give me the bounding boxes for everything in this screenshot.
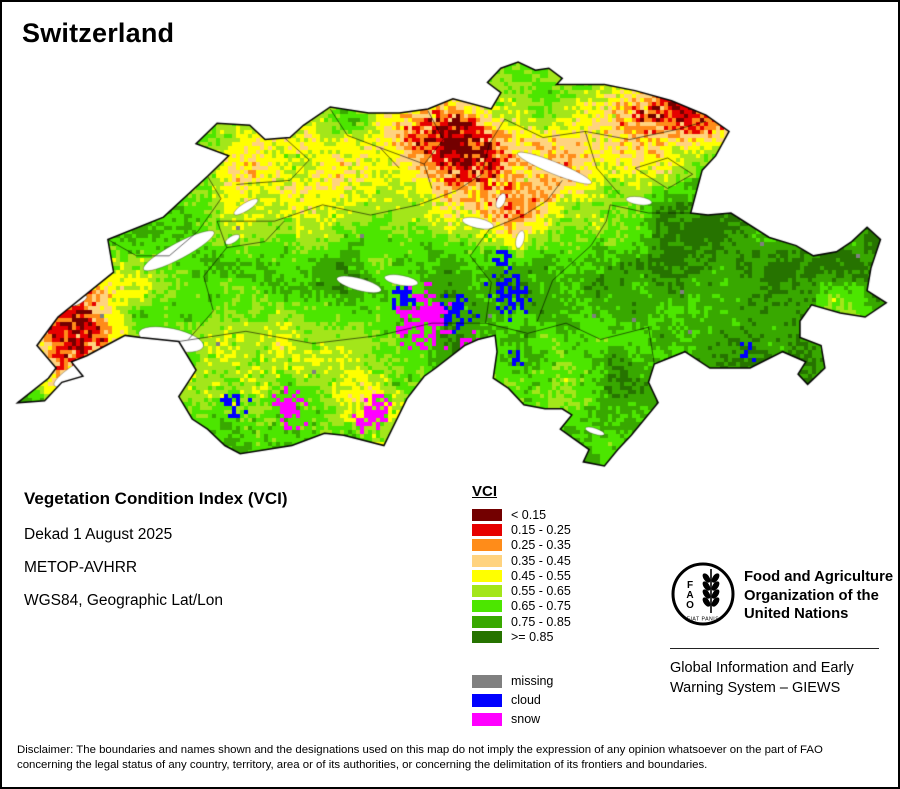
legend-row: snow xyxy=(472,710,571,729)
sensor-label: METOP-AVHRR xyxy=(24,559,138,576)
legend-label: 0.65 - 0.75 xyxy=(511,599,571,614)
legend-label: 0.35 - 0.45 xyxy=(511,553,571,568)
fao-logo-letter-a: A xyxy=(686,590,693,601)
projection-label: WGS84, Geographic Lat/Lon xyxy=(24,592,224,609)
legend-label: snow xyxy=(511,712,541,727)
disclaimer-line: concerning the legal status of any count… xyxy=(17,759,708,772)
legend-label: < 0.15 xyxy=(511,507,547,522)
legend-row: 0.55 - 0.65 xyxy=(472,583,571,598)
legend-row: 0.35 - 0.45 xyxy=(472,553,571,568)
legend-row: cloud xyxy=(472,691,571,710)
fao-logo: F A O FIAT PANIS xyxy=(671,562,735,626)
legend-label: >= 0.85 xyxy=(511,630,554,645)
switzerland-vci-map xyxy=(12,58,892,470)
fao-org-name-line: Food and Agriculture xyxy=(744,569,894,585)
legend-label: missing xyxy=(511,674,554,689)
disclaimer-line: Disclaimer: The boundaries and names sho… xyxy=(17,744,823,756)
legend-swatch xyxy=(472,554,502,567)
giews-label: Global Information and Early Warning Sys… xyxy=(670,658,854,698)
fao-org-name: Food and Agriculture Organization of the… xyxy=(744,568,893,624)
wheat-ear-icon xyxy=(702,569,720,613)
legend-swatch xyxy=(472,508,502,521)
legend-swatch xyxy=(472,631,502,644)
giews-line: Global Information and Early xyxy=(670,660,854,676)
legend-extra-list: missing cloud snow xyxy=(472,672,571,729)
legend-swatch xyxy=(472,674,502,688)
fao-logo-letter-o: O xyxy=(686,600,694,611)
legend-swatch xyxy=(472,523,502,536)
legend-label: 0.55 - 0.65 xyxy=(511,584,571,599)
legend-title: VCI xyxy=(472,483,498,500)
legend-label: cloud xyxy=(511,693,541,708)
legend-label: 0.45 - 0.55 xyxy=(511,568,571,583)
product-name: Vegetation Condition Index (VCI) xyxy=(24,489,288,508)
legend-label: 0.25 - 0.35 xyxy=(511,538,571,553)
legend-label: 0.75 - 0.85 xyxy=(511,614,571,629)
legend-row: < 0.15 xyxy=(472,507,571,522)
legend-class-list: < 0.15 0.15 - 0.25 0.25 - 0.35 0.35 - 0.45 0… xyxy=(472,507,571,645)
legend-row: 0.15 - 0.25 xyxy=(472,522,571,537)
legend-swatch xyxy=(472,600,502,613)
legend-row: 0.65 - 0.75 xyxy=(472,599,571,614)
legend-row: missing xyxy=(472,672,571,691)
legend-row: 0.75 - 0.85 xyxy=(472,614,571,629)
fao-logo-circle xyxy=(671,562,735,626)
page-title: Switzerland xyxy=(22,18,175,48)
legend-swatch xyxy=(472,712,502,726)
legend-label: 0.15 - 0.25 xyxy=(511,522,571,537)
legend-swatch xyxy=(472,693,502,707)
legend-swatch xyxy=(472,615,502,628)
fao-org-name-line: Organization of the xyxy=(744,587,879,604)
legend-swatch xyxy=(472,569,502,582)
map-info-block: Vegetation Condition Index (VCI) Dekad 1… xyxy=(24,489,454,625)
legend-swatch xyxy=(472,539,502,552)
giews-line: Warning System – GIEWS xyxy=(670,680,841,696)
legend-row: 0.25 - 0.35 xyxy=(472,538,571,553)
legend-row: 0.45 - 0.55 xyxy=(472,568,571,583)
disclaimer: Disclaimer: The boundaries and names sho… xyxy=(17,743,823,773)
vci-legend: VCI < 0.15 0.15 - 0.25 0.25 - 0.35 0.35 - 0… xyxy=(472,483,571,729)
legend-swatch xyxy=(472,585,502,598)
fao-logo-motto: FIAT PANIS xyxy=(687,617,719,623)
fao-logo-letter-f: F xyxy=(687,580,693,591)
fao-org-name-line: United Nations xyxy=(744,606,849,622)
fao-divider xyxy=(670,648,879,649)
legend-row: >= 0.85 xyxy=(472,629,571,644)
dekad-label: Dekad 1 August 2025 xyxy=(24,526,173,543)
